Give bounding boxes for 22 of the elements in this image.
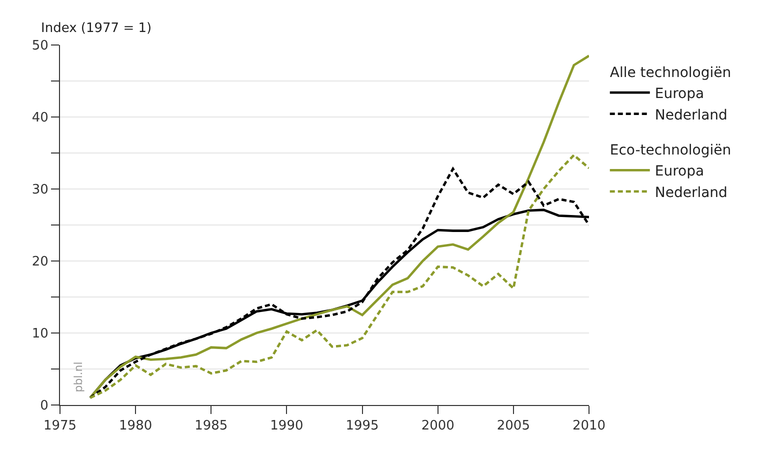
y-tick-label: 40 — [32, 110, 48, 126]
y-tick-label: 30 — [32, 182, 48, 198]
x-tick-label: 2010 — [572, 418, 606, 434]
y-tick-label: 10 — [32, 326, 48, 342]
legend-label: Nederland — [654, 107, 728, 124]
x-tick-label: 2000 — [421, 418, 454, 434]
legend-label: Europa — [654, 164, 704, 180]
x-tick-label: 1975 — [43, 418, 77, 434]
legend-label: Nederland — [654, 184, 728, 201]
legend-label: Europa — [654, 86, 704, 102]
text: Alle technologiën — [610, 64, 732, 81]
x-tick-label: 1995 — [346, 418, 379, 434]
y-tick-label: 50 — [32, 38, 48, 54]
text: Eco-technologiën — [610, 142, 732, 158]
x-tick-label: 1985 — [194, 418, 228, 434]
y-axis-title: Index (1977 = 1) — [41, 21, 152, 36]
y-tick-label: 0 — [40, 398, 48, 414]
x-tick-label: 2005 — [496, 418, 530, 434]
x-tick-label: 1980 — [119, 418, 152, 434]
y-tick-label: 20 — [32, 254, 48, 270]
annotation: pbl.nl — [72, 362, 85, 392]
x-tick-label: 1990 — [270, 418, 304, 434]
